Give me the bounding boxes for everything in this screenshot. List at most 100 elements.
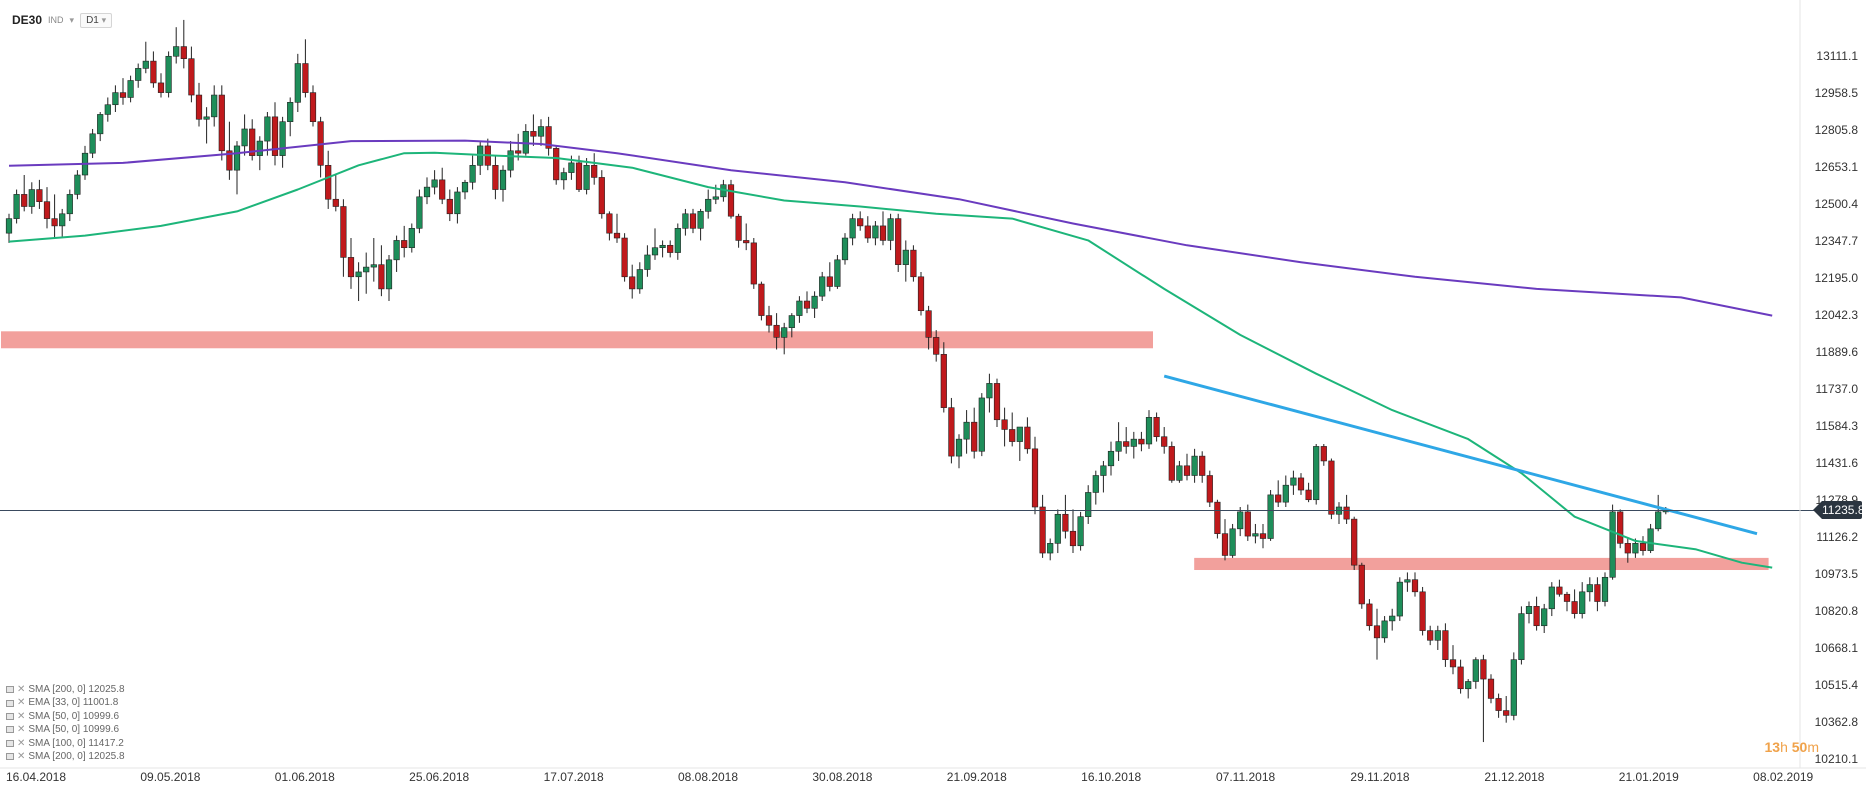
settings-icon[interactable] [6,699,14,707]
bull-candle [819,276,826,297]
bear-candle [1199,455,1206,476]
bear-candle [1594,584,1601,602]
close-icon[interactable]: ✕ [17,737,26,749]
bear-candle [621,237,628,278]
close-icon[interactable]: ✕ [17,710,26,722]
legend-text: SMA [50, 0] 10999.6 [28,710,120,722]
bear-candle [857,218,864,227]
chevron-down-icon[interactable]: ▾ [69,14,75,25]
bull-candle [104,104,111,115]
close-icon[interactable]: ✕ [17,684,26,695]
bear-candle [1457,666,1464,690]
bear-candle [1328,460,1335,515]
bull-candle [705,198,712,212]
legend-item[interactable]: ✕ SMA [200, 0] 12025.8 [6,683,125,696]
bull-candle [1518,613,1525,660]
settings-icon[interactable] [6,726,14,734]
date-axis: 16.04.2018 09.05.2018 01.06.2018 25.06.2018… [6,770,1814,784]
bull-candle [1047,543,1054,554]
bull-candle [233,145,241,171]
bull-candle [1115,441,1122,452]
legend-item[interactable]: ✕ SMA [50, 0] 10999.6 [6,710,125,723]
bear-candle [925,310,932,338]
date-tick-label: 21.12.2018 [1484,770,1544,784]
bear-candle [1503,710,1510,716]
price-tick-label: 10515.4 [1815,678,1859,692]
bull-candle [1389,615,1396,622]
bear-candle [195,94,203,120]
bull-candle [1313,446,1320,501]
legend-item[interactable]: ✕ SMA [200, 0] 12025.8 [6,750,125,763]
bull-candle [142,60,149,69]
price-axis: 13111.1 12958.5 12805.8 12653.1 12500.4 12347… [1815,49,1859,766]
support-resistance-zones [1,331,1769,571]
settings-icon[interactable] [6,686,14,694]
bull-candle [1586,584,1593,593]
price-tick-label: 10210.1 [1815,752,1859,766]
countdown-h-unit: h [1780,739,1788,755]
close-icon[interactable]: ✕ [17,751,26,763]
bull-candle [264,116,271,142]
close-icon[interactable]: ✕ [17,724,26,736]
price-tick-label: 12958.5 [1815,86,1859,100]
bear-candle [765,315,773,326]
chevron-down-icon: ▾ [101,14,107,25]
bull-candle [788,315,795,328]
bear-candle [1556,586,1563,595]
bull-candle [811,295,818,309]
price-tick-label: 11889.6 [1816,345,1859,359]
bull-candle [66,194,73,215]
bear-candle [743,240,750,244]
bull-candle [834,259,841,287]
legend-text: SMA [50, 0] 10999.6 [28,724,120,736]
bull-candle [1229,528,1236,556]
bear-candle [1320,446,1327,462]
bear-candle [1366,603,1373,627]
bull-candle [507,150,514,171]
legend-item[interactable]: ✕ SMA [50, 0] 10999.6 [6,723,125,736]
bear-candle [1487,678,1495,699]
price-tick-label: 12653.1 [1815,160,1859,174]
date-tick-label: 30.08.2018 [812,770,872,784]
bear-candle [1305,489,1312,501]
bull-candle [1130,438,1137,447]
bear-candle [948,407,955,457]
bull-candle [165,55,172,93]
price-tick-label: 13111.1 [1816,49,1858,63]
date-tick-label: 21.09.2018 [947,770,1007,784]
bull-candle [59,213,66,227]
bear-candle [347,257,355,278]
settings-icon[interactable] [6,753,14,761]
date-tick-label: 25.06.2018 [409,770,469,784]
close-icon[interactable]: ✕ [17,697,26,709]
bull-candle [568,162,575,173]
symbol-label[interactable]: DE30 [12,13,43,27]
bull-candle [796,300,803,316]
price-tick-label: 10362.8 [1815,715,1859,729]
price-tick-label: 12500.4 [1815,197,1859,211]
bear-candle [1001,419,1008,430]
candle-countdown: 13h 50m [1764,739,1819,755]
bear-candle [1419,591,1426,631]
legend-item[interactable]: ✕ EMA [33, 0] 11001.8 [6,696,125,709]
settings-icon[interactable] [6,739,14,747]
bear-candle [1571,601,1578,614]
bull-candle [1252,533,1259,537]
bull-candle [1381,620,1388,639]
legend-text: SMA [200, 0] 12025.8 [28,684,125,695]
bear-candle [1039,506,1046,554]
bear-candle [36,189,43,202]
bear-candle [492,165,499,190]
bull-candle [1601,576,1609,602]
price-tick-label: 12195.0 [1815,271,1859,285]
legend-item[interactable]: ✕ SMA [100, 0] 11417.2 [6,737,125,750]
timeframe-select[interactable]: D1 ▾ [80,12,113,28]
legend-text: SMA [100, 0] 11417.2 [28,737,124,749]
bear-candle [378,264,385,290]
bull-candle [537,126,545,137]
settings-icon[interactable] [6,713,14,721]
bull-candle [1085,492,1092,517]
bull-candle [1267,494,1274,539]
bear-candle [1427,630,1434,641]
